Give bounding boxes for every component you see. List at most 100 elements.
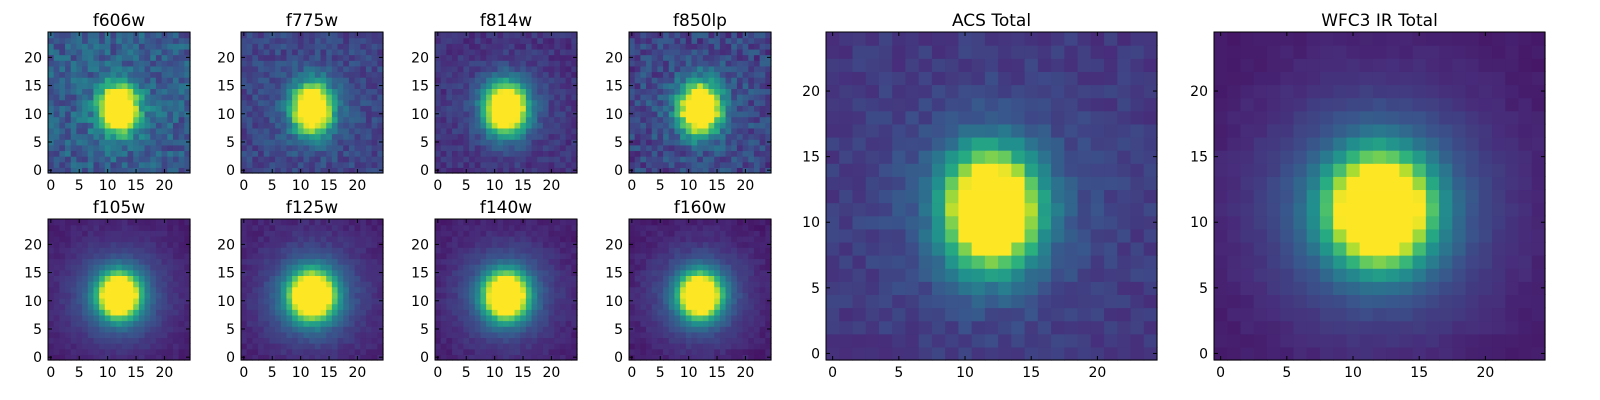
heatmap-cell xyxy=(753,133,761,140)
heatmap-cell xyxy=(480,247,487,254)
heatmap-cell xyxy=(314,297,322,305)
heatmap-cell xyxy=(150,348,157,355)
heatmap-cell xyxy=(133,48,140,56)
heatmap-cell xyxy=(559,32,567,39)
heatmap-cell xyxy=(144,167,151,174)
heatmap-cell xyxy=(354,309,361,316)
heatmap-cell xyxy=(559,281,567,288)
heatmap-cell xyxy=(668,43,676,50)
heatmap-cell xyxy=(371,167,378,174)
heatmap-cell xyxy=(133,139,140,146)
heatmap-cell xyxy=(127,32,134,39)
heatmap-cell xyxy=(759,320,766,327)
heatmap-cell xyxy=(337,286,344,293)
heatmap-cell xyxy=(337,275,344,282)
heatmap-cell xyxy=(252,303,259,310)
heatmap-cell xyxy=(292,297,299,305)
heatmap-cell xyxy=(657,331,664,339)
heatmap-cell xyxy=(520,235,527,243)
heatmap-cell xyxy=(469,60,476,67)
heatmap-cell xyxy=(365,48,373,56)
heatmap-cell xyxy=(457,133,464,140)
heatmap-cell xyxy=(463,326,470,333)
heatmap-cell xyxy=(172,127,180,135)
heatmap-cell xyxy=(537,77,544,84)
heatmap-cell xyxy=(435,37,442,44)
heatmap-cell xyxy=(452,292,459,299)
heatmap-cell xyxy=(697,281,704,288)
heatmap-cell xyxy=(263,354,270,361)
heatmap-cell xyxy=(537,110,544,118)
heatmap-cell xyxy=(121,156,129,163)
heatmap-cell xyxy=(354,139,361,146)
heatmap-cell xyxy=(708,116,715,123)
heatmap-cell xyxy=(326,77,333,84)
heatmap-cell xyxy=(303,161,310,168)
heatmap-cell xyxy=(486,122,493,129)
heatmap-cell xyxy=(275,77,282,84)
y-tick-label: 0 xyxy=(226,350,235,366)
heatmap-cell xyxy=(680,82,687,89)
heatmap-cell xyxy=(736,94,744,101)
heatmap-cell xyxy=(48,133,55,140)
heatmap-cell xyxy=(269,82,276,89)
heatmap-cell xyxy=(292,94,299,101)
heatmap-cell xyxy=(542,264,550,271)
heatmap-cell xyxy=(65,167,72,174)
heatmap-cell xyxy=(138,116,146,123)
heatmap-cell xyxy=(360,122,367,129)
heatmap-cell xyxy=(65,65,72,73)
heatmap-cell xyxy=(172,65,180,73)
heatmap-cell xyxy=(725,133,732,140)
heatmap-cell xyxy=(343,37,350,44)
heatmap-cell xyxy=(548,247,555,254)
heatmap-cell xyxy=(116,275,123,282)
heatmap-cell xyxy=(503,161,510,168)
heatmap-cell xyxy=(531,326,538,333)
heatmap-cell xyxy=(252,110,259,118)
heatmap-cell xyxy=(719,348,727,355)
heatmap-cell xyxy=(725,156,732,163)
heatmap-cell xyxy=(331,71,339,78)
heatmap-cell xyxy=(725,54,732,61)
heatmap-cell xyxy=(377,230,384,237)
heatmap-cell xyxy=(371,122,378,129)
heatmap-cell xyxy=(469,144,476,152)
heatmap-cell xyxy=(76,292,83,299)
heatmap-cell xyxy=(674,303,681,310)
heatmap-cell xyxy=(435,286,442,293)
heatmap-cell xyxy=(685,150,693,157)
heatmap-cell xyxy=(241,99,248,106)
heatmap-cell xyxy=(167,348,174,355)
heatmap-cell xyxy=(525,110,533,118)
heatmap-cell xyxy=(252,88,259,95)
heatmap-cell xyxy=(486,139,493,146)
heatmap-cell xyxy=(668,82,676,89)
heatmap-cell xyxy=(258,48,265,56)
heatmap-cell xyxy=(486,60,493,67)
heatmap-cell xyxy=(87,161,95,168)
heatmap-cell xyxy=(286,241,293,248)
heatmap-cell xyxy=(161,292,168,299)
heatmap-cell xyxy=(657,133,664,140)
heatmap-cell xyxy=(719,354,727,361)
heatmap-cell xyxy=(87,82,95,89)
heatmap-cell xyxy=(48,43,55,50)
heatmap-cell xyxy=(565,275,572,282)
heatmap-cell xyxy=(748,110,755,118)
heatmap-cell xyxy=(371,54,378,61)
heatmap-cell xyxy=(640,88,647,95)
heatmap-cell xyxy=(646,281,653,288)
heatmap-cell xyxy=(320,224,327,231)
heatmap-cell xyxy=(150,343,157,350)
heatmap-cell xyxy=(121,77,129,84)
heatmap-cell xyxy=(446,161,453,168)
heatmap-cell xyxy=(292,343,299,350)
heatmap-cell xyxy=(343,219,350,226)
heatmap-cell xyxy=(292,99,299,106)
heatmap-cell xyxy=(697,331,704,339)
heatmap-cell xyxy=(514,88,521,95)
heatmap-cell xyxy=(759,167,766,174)
heatmap-cell xyxy=(657,348,664,355)
heatmap-cell xyxy=(634,133,641,140)
